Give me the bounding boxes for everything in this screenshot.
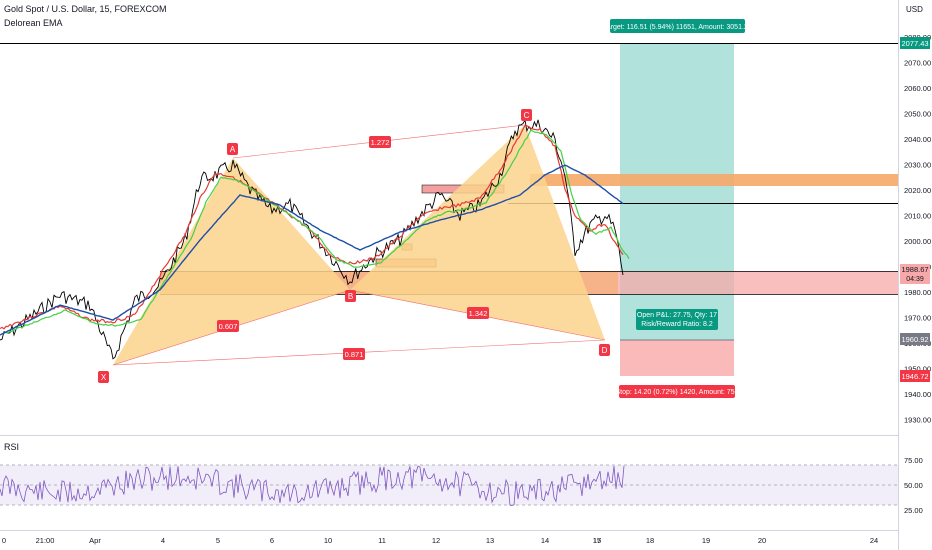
price-tick-label: 1930.00	[904, 416, 931, 425]
price-tick-label: 2020.00	[904, 186, 931, 195]
ema-slow-line	[0, 164, 624, 336]
ratio-label-bd[interactable]: 1.342	[467, 307, 489, 319]
pattern-point-x[interactable]: X	[98, 371, 109, 383]
time-tick-label: 10	[324, 536, 332, 545]
time-tick-label: 24	[870, 536, 878, 545]
time-tick-label: 6	[270, 536, 274, 545]
time-tick-label: 20	[758, 536, 766, 545]
price-tick-label: 1950.00	[904, 365, 931, 374]
time-tick-label: 18	[646, 536, 654, 545]
price-tick-label: 2040.00	[904, 135, 931, 144]
price-tick-label: 2060.00	[904, 84, 931, 93]
time-tick-label: 13	[486, 536, 494, 545]
time-tick-label: 21:00	[36, 536, 55, 545]
price-tick-label: 2000.00	[904, 237, 931, 246]
pattern-point-b[interactable]: B	[345, 290, 356, 302]
pattern-point-x-label: X	[101, 373, 107, 382]
ema-mid-line	[5, 129, 630, 334]
rsi-level-25: 25.00	[904, 506, 923, 515]
pattern-triangle-xab[interactable]	[113, 158, 350, 365]
price-tick-label: 2050.00	[904, 110, 931, 119]
stop-price-text: 1946.72	[901, 372, 928, 381]
countdown-text: 04:39	[906, 276, 924, 283]
ratio-label-xd[interactable]: 0.871	[343, 348, 365, 360]
target-price-text: 2077.43	[901, 39, 928, 48]
ratio-label-bd-text: 1.342	[469, 309, 488, 318]
indicator-legend[interactable]: Delorean EMA	[4, 18, 63, 28]
rsi-level-75: 75.00	[904, 456, 923, 465]
time-tick-label: 11	[378, 536, 386, 545]
price-tick-label: 2030.00	[904, 161, 931, 170]
rsi-line	[0, 465, 625, 506]
resistance-zone[interactable]	[530, 174, 898, 186]
open-pl-text: Open P&L: 27.75, Qty: 17	[637, 312, 717, 319]
pattern-point-a[interactable]: A	[227, 143, 238, 155]
time-tick-label: 17	[593, 536, 601, 545]
target-zone[interactable]	[620, 43, 734, 340]
rsi-pane-title[interactable]: RSI	[4, 442, 20, 452]
pattern-point-d-label: D	[602, 346, 608, 355]
price-candles	[0, 118, 624, 360]
time-tick-label: 12	[432, 536, 440, 545]
time-tick-label: Apr	[89, 536, 101, 545]
price-tick-label: 2010.00	[904, 212, 931, 221]
ratio-label-xb-text: 0.607	[219, 322, 238, 331]
risk-reward-text: Risk/Reward Ratio: 8.2	[641, 321, 713, 328]
ratio-label-ac[interactable]: 1.272	[369, 136, 391, 148]
pl-info-label[interactable]: Open P&L: 27.75, Qty: 17 Risk/Reward Rat…	[636, 309, 718, 330]
time-tick-label: 19	[702, 536, 710, 545]
price-tick-label: 1940.00	[904, 390, 931, 399]
target-info-text: Target: 116.51 (5.94%) 11651, Amount: 30…	[603, 24, 752, 31]
target-price-badge: 2077.43	[900, 37, 930, 49]
pattern-point-b-label: B	[348, 292, 353, 301]
rsi-series	[0, 465, 625, 506]
pattern-point-d[interactable]: D	[599, 344, 610, 356]
time-tick-label: 4	[161, 536, 165, 545]
stop-info-label[interactable]: Stop: 14.20 (0.72%) 1420, Amount: 750	[616, 385, 739, 398]
current-price-text: 1988.67	[901, 265, 928, 274]
current-price-badge: 1988.67 04:39	[900, 264, 930, 284]
pattern-point-a-label: A	[230, 145, 236, 154]
stop-price-badge: 1946.72	[900, 370, 930, 382]
stop-zone[interactable]	[620, 340, 734, 376]
stop-info-text: Stop: 14.20 (0.72%) 1420, Amount: 750	[616, 389, 739, 396]
time-tick-label: 5	[216, 536, 220, 545]
ratio-label-xb[interactable]: 0.607	[217, 320, 239, 332]
rsi-level-50: 50.00	[904, 481, 923, 490]
time-tick-label: 0	[2, 536, 6, 545]
price-tick-label: 2070.00	[904, 59, 931, 68]
symbol-title[interactable]: Gold Spot / U.S. Dollar, 15, FOREXCOM	[4, 4, 167, 14]
ratio-label-ac-text: 1.272	[371, 138, 390, 147]
entry-price-text: 1960.92	[901, 335, 928, 344]
time-tick-label: 14	[541, 536, 549, 545]
target-info-label[interactable]: Target: 116.51 (5.94%) 11651, Amount: 30…	[603, 19, 752, 33]
pattern-point-c[interactable]: C	[521, 109, 532, 121]
entry-price-badge: 1960.92	[900, 333, 930, 345]
price-tick-label: 1980.00	[904, 288, 931, 297]
pattern-point-c-label: C	[524, 111, 530, 120]
price-tick-label: 1970.00	[904, 314, 931, 323]
ratio-label-xd-text: 0.871	[345, 350, 364, 359]
price-series	[0, 118, 630, 360]
currency-label[interactable]: USD	[906, 5, 923, 14]
time-tick-label: 15	[593, 536, 601, 545]
